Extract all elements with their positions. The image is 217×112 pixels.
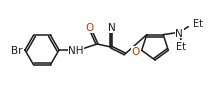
Text: O: O <box>86 23 94 33</box>
Text: Et: Et <box>193 18 203 28</box>
Text: N: N <box>175 28 183 38</box>
Text: Et: Et <box>176 41 186 51</box>
Text: O: O <box>132 47 140 57</box>
Text: N: N <box>108 23 116 33</box>
Text: Br: Br <box>12 46 23 56</box>
Text: NH: NH <box>68 46 84 56</box>
